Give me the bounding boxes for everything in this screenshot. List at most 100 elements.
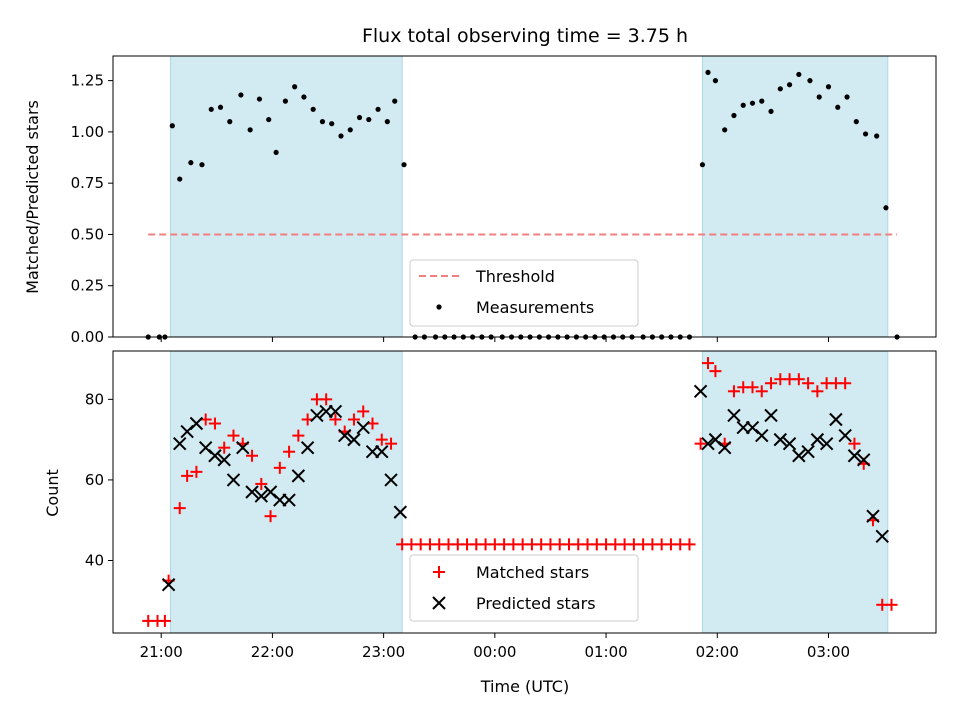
predicted-star-point xyxy=(829,412,843,427)
matched-star-point xyxy=(246,449,259,462)
predicted-star-point xyxy=(245,485,259,499)
predicted-star-point xyxy=(792,449,806,463)
matched-star-point xyxy=(755,385,768,398)
matched-star-point xyxy=(329,413,342,426)
predicted-star-point xyxy=(866,509,880,523)
measurement-point xyxy=(366,116,372,123)
bottom-y-axis-title: Count xyxy=(43,469,62,517)
predicted-star-point xyxy=(838,428,852,443)
measurement-point xyxy=(705,69,711,76)
predicted-star-point xyxy=(189,416,204,431)
bottom-y-ticks: 40 60 80 xyxy=(85,390,113,569)
measurement-point xyxy=(777,86,783,92)
matched-star-point xyxy=(264,510,277,523)
legend-threshold-label: Threshold xyxy=(475,267,555,286)
measurement-point xyxy=(292,84,298,90)
measurement-point xyxy=(862,131,869,137)
matched-star-point xyxy=(218,441,231,454)
y-tick-label: 0.50 xyxy=(71,225,104,243)
matched-star-point xyxy=(208,417,221,430)
measurement-point xyxy=(273,149,279,156)
matched-star-point xyxy=(727,385,740,398)
predicted-star-point xyxy=(727,408,741,423)
predicted-star-point xyxy=(764,408,778,423)
measurement-point xyxy=(874,133,880,139)
predicted-star-point xyxy=(701,436,715,451)
measurement-point xyxy=(266,116,272,123)
measurement-point xyxy=(740,102,746,108)
legend-predicted-swatch xyxy=(432,596,446,610)
predicted-star-point xyxy=(310,408,324,423)
predicted-star-point xyxy=(717,440,732,455)
predicted-star-point xyxy=(384,473,398,487)
matched-star-point xyxy=(181,469,194,482)
measurement-point xyxy=(208,106,214,112)
matched-star-point xyxy=(255,477,268,490)
predicted-star-point xyxy=(226,473,241,487)
matched-star-point xyxy=(375,433,388,446)
measurement-point xyxy=(169,123,175,129)
measurement-point xyxy=(301,94,307,100)
legend-matched-swatch xyxy=(433,566,445,578)
matched-star-point xyxy=(839,377,852,390)
measurement-point xyxy=(356,114,363,121)
measurement-point xyxy=(319,119,326,125)
predicted-star-point xyxy=(810,432,825,447)
measurement-point xyxy=(786,82,793,88)
legend-matched-label: Matched stars xyxy=(476,563,589,582)
bottom-legend: Matched stars Predicted stars xyxy=(409,554,639,622)
x-tick-label: 22:00 xyxy=(251,643,294,661)
measurement-point xyxy=(177,176,183,182)
measurement-point xyxy=(282,98,288,104)
shaded-interval xyxy=(701,55,889,338)
legend-predicted-label: Predicted stars xyxy=(476,594,596,613)
predicted-star-point xyxy=(875,529,889,544)
matched-star-point xyxy=(273,461,286,474)
predicted-star-point xyxy=(393,505,408,519)
predicted-stars-points xyxy=(161,384,889,592)
chart-title: Flux total observing time = 3.75 h xyxy=(362,25,688,47)
matched-star-point xyxy=(802,377,815,390)
bottom-x-ticks: 21:00 22:00 23:00 00:00 01:00 02:00 03:00 xyxy=(140,633,850,661)
measurement-point xyxy=(796,71,802,78)
measurement-point xyxy=(310,106,316,112)
measurement-point xyxy=(217,104,224,110)
predicted-star-point xyxy=(801,445,815,459)
top-legend-box xyxy=(409,259,639,327)
y-tick-label: 0.75 xyxy=(71,174,104,192)
top-axes-frame xyxy=(112,55,937,338)
x-tick-label: 21:00 xyxy=(140,643,183,661)
measurement-point xyxy=(247,127,253,133)
matched-star-point xyxy=(292,429,305,442)
measurement-point xyxy=(825,84,832,90)
matched-star-point xyxy=(746,381,759,394)
x-tick-label: 02:00 xyxy=(696,643,739,661)
predicted-star-point xyxy=(328,404,343,419)
measurement-point xyxy=(722,127,728,133)
measurement-point xyxy=(844,94,850,100)
y-tick-label: 0.25 xyxy=(71,277,104,295)
predicted-star-point xyxy=(254,489,268,503)
predicted-star-point xyxy=(337,428,352,443)
top-x-ticks xyxy=(160,337,829,342)
predicted-star-point xyxy=(217,453,231,467)
shaded-interval xyxy=(169,350,403,634)
predicted-star-point xyxy=(782,436,797,451)
matched-star-point xyxy=(885,598,898,611)
predicted-star-point xyxy=(208,449,222,463)
matched-star-point xyxy=(320,393,333,406)
measurement-point xyxy=(375,106,381,112)
x-tick-label: 01:00 xyxy=(584,643,627,661)
bottom-legend-box xyxy=(409,554,639,622)
matched-star-point xyxy=(792,373,805,386)
measurement-point xyxy=(384,119,390,125)
top-panel: 0.00 0.25 0.50 0.75 1.00 1.25 Threshold Measu… xyxy=(71,55,937,346)
measurement-point xyxy=(401,162,407,168)
measurement-point xyxy=(835,104,841,110)
legend-measurements-label: Measurements xyxy=(476,298,594,317)
measurement-point xyxy=(759,98,765,104)
measurement-point xyxy=(199,162,205,168)
matched-star-point xyxy=(227,429,240,442)
measurement-point xyxy=(392,98,398,104)
measurement-point xyxy=(712,78,719,84)
